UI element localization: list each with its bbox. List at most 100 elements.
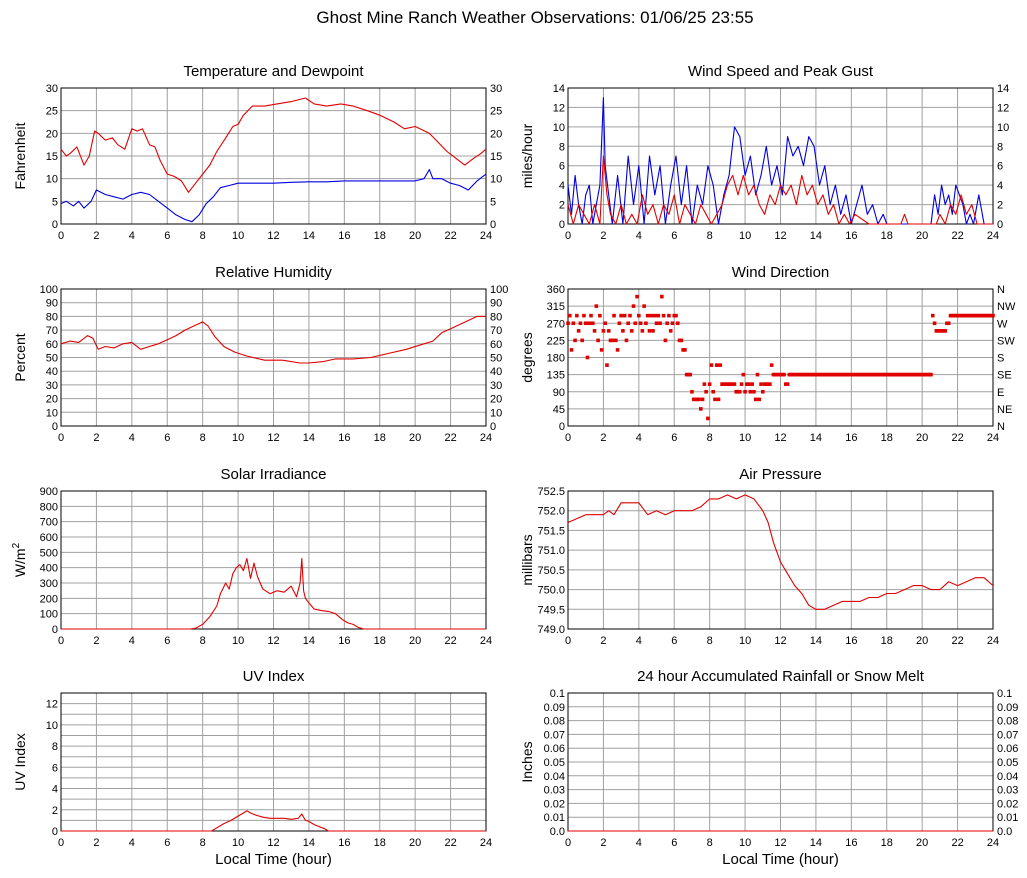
y-tick-label: 0.04 — [544, 771, 565, 783]
x-axis-label: Local Time (hour) — [722, 851, 839, 868]
y-tick-label: 600 — [40, 532, 58, 544]
y-tick-label-right: 10 — [490, 174, 502, 186]
x-tick-label: 18 — [881, 837, 893, 849]
data-point — [638, 321, 643, 326]
y-tick-label: 749.0 — [537, 624, 565, 636]
y-axis-label: W/m2 — [11, 542, 28, 577]
y-tick-label: 100 — [40, 609, 58, 621]
y-tick-label-right: 8 — [997, 141, 1003, 153]
y-tick-label: 20 — [46, 394, 58, 406]
y-tick-label-right: 10 — [997, 122, 1009, 134]
y-tick-label: 0 — [559, 421, 565, 433]
y-tick-label: 400 — [40, 563, 58, 575]
y-tick-label: 40 — [46, 366, 58, 378]
x-tick-label: 22 — [951, 230, 963, 242]
y-axis-label-text: UV Index — [12, 733, 28, 791]
data-point — [571, 321, 576, 326]
x-tick-label: 2 — [600, 837, 606, 849]
x-tick-label: 14 — [303, 230, 315, 242]
y-tick-label-right: NW — [997, 301, 1016, 313]
y-tick-label: 5 — [52, 196, 58, 208]
y-tick-label-right: 0.1 — [997, 688, 1012, 700]
data-point — [785, 382, 790, 386]
x-tick-label: 12 — [774, 432, 786, 444]
y-tick-label: 10 — [46, 174, 58, 186]
data-point — [573, 338, 577, 343]
x-tick-label: 0 — [565, 432, 571, 444]
y-tick-label: 0.06 — [544, 743, 565, 755]
y-tick-label-right: NE — [997, 404, 1012, 416]
y-tick-label-right: 0.08 — [997, 716, 1018, 728]
chart-title: Wind Speed and Peak Gust — [688, 63, 874, 80]
chart-rh: 0102030405060708090100010203040506070809… — [12, 264, 508, 444]
x-tick-label: 16 — [338, 837, 350, 849]
data-point — [688, 372, 692, 377]
data-point — [621, 329, 625, 333]
y-tick-label-right: 60 — [490, 339, 502, 351]
data-point — [612, 313, 616, 318]
x-tick-label: 8 — [200, 432, 206, 444]
data-point — [619, 313, 623, 318]
data-point — [622, 313, 627, 318]
y-axis-label-text: miles/hour — [519, 123, 535, 188]
data-point — [946, 321, 951, 326]
x-tick-label: 2 — [93, 432, 99, 444]
y-tick-label: 80 — [46, 311, 58, 323]
series-line-wind-speed — [567, 155, 993, 225]
x-tick-label: 18 — [374, 837, 386, 849]
x-tick-label: 14 — [303, 635, 315, 647]
x-tick-label: 10 — [232, 635, 244, 647]
plot-frame — [567, 288, 994, 427]
data-point — [637, 313, 641, 318]
y-tick-label-right: 0.06 — [997, 743, 1018, 755]
data-point — [598, 313, 602, 318]
y-tick-label-right: 0 — [490, 219, 496, 231]
y-tick-label: 752.0 — [537, 506, 565, 518]
y-tick-label: 6 — [559, 161, 565, 173]
x-tick-label: 10 — [232, 230, 244, 242]
y-tick-label-right: 40 — [490, 366, 502, 378]
series-line-uv-index — [61, 810, 486, 832]
x-tick-label: 22 — [951, 432, 963, 444]
x-tick-label: 0 — [58, 230, 64, 242]
data-point — [645, 313, 650, 318]
y-tick-label-right: 0.07 — [997, 729, 1018, 741]
data-point — [741, 372, 746, 377]
y-tick-label-right: 20 — [490, 394, 502, 406]
data-point — [652, 313, 657, 318]
x-tick-label: 4 — [636, 837, 642, 849]
y-tick-label: 50 — [46, 353, 58, 365]
y-tick-label: 10 — [46, 720, 58, 732]
x-tick-label: 24 — [480, 635, 492, 647]
y-axis-label-text: Percent — [12, 333, 28, 381]
x-tick-label: 8 — [707, 432, 713, 444]
series-line-air-pressure — [567, 494, 994, 610]
x-tick-label: 6 — [164, 230, 170, 242]
y-tick-label-right: SE — [997, 370, 1012, 382]
y-tick-label-right: 0.03 — [997, 785, 1018, 797]
data-point — [704, 389, 708, 394]
y-tick-label: 270 — [547, 318, 565, 330]
data-point — [629, 329, 634, 333]
y-tick-label-right: 0.04 — [997, 771, 1018, 783]
data-point — [626, 321, 631, 326]
page-title: Ghost Mine Ranch Weather Observations: 0… — [316, 8, 754, 27]
y-tick-label: 0.1 — [550, 688, 565, 700]
x-tick-label: 12 — [774, 837, 786, 849]
data-point — [752, 389, 756, 394]
x-tick-label: 2 — [600, 432, 606, 444]
y-tick-label-right: 15 — [490, 151, 502, 163]
x-tick-label: 6 — [671, 635, 677, 647]
y-tick-label: 900 — [40, 486, 58, 498]
x-tick-label: 22 — [951, 837, 963, 849]
x-tick-label: 0 — [58, 432, 64, 444]
x-tick-label: 0 — [565, 635, 571, 647]
x-tick-label: 22 — [444, 432, 456, 444]
y-tick-label: 800 — [40, 501, 58, 513]
data-point — [748, 389, 753, 394]
y-tick-label: 751.5 — [537, 525, 565, 537]
y-tick-label: 0 — [52, 624, 58, 636]
data-point — [769, 363, 774, 367]
data-point — [590, 321, 595, 326]
